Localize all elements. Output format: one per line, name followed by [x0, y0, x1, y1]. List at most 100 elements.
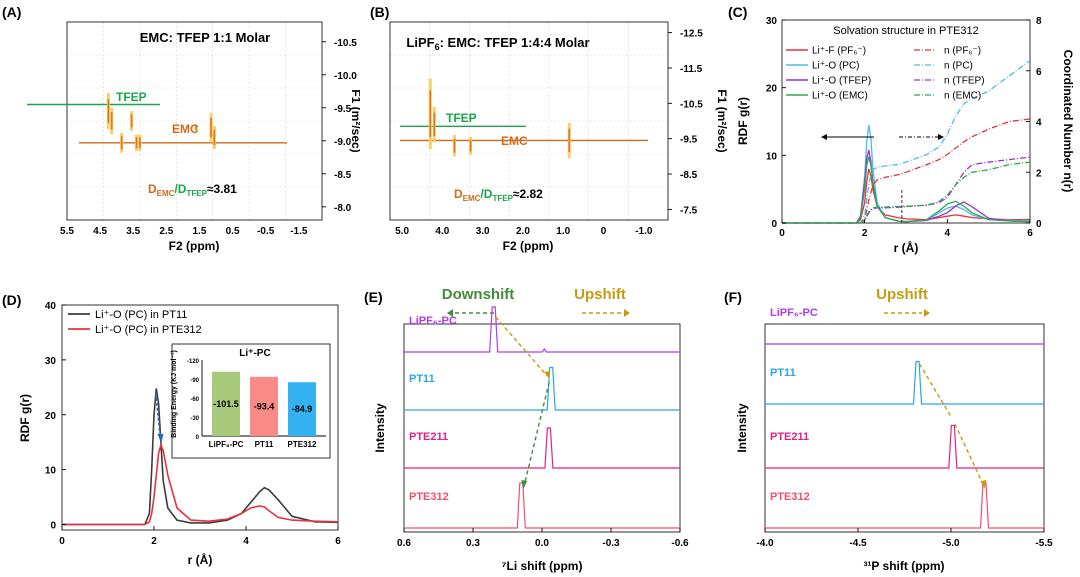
- legend-label: n (EMC): [944, 91, 981, 102]
- upshift-label-f: Upshift: [876, 286, 928, 303]
- panel-a-peaks: [27, 92, 287, 153]
- x-tick-label: 3.5: [126, 226, 140, 237]
- panel-d-inset: 0 -30 -60 -90 -120 -101.5 LiPF₆-PC -93.4 PT11 -84…: [171, 343, 331, 459]
- upshift-connector-1: [918, 363, 953, 419]
- x-tick-label: -1.0: [635, 226, 653, 237]
- x-tick-label: 0: [779, 228, 785, 239]
- legend-label: n (PF₆⁻): [944, 46, 981, 57]
- dosy-peak-core: [130, 114, 133, 128]
- y-tick-label: 20: [766, 84, 778, 95]
- left-arrowhead: [821, 134, 827, 140]
- panel-b: (B) LiPF6: EMC: TFEP 1:4:4 Molar 5.0 4.0 3…: [370, 4, 728, 253]
- panel-a-ratio: DEMC/DTFEP≈3.81: [148, 182, 237, 198]
- inset-y-tick: -90: [190, 378, 199, 384]
- panel-b-grid: [390, 22, 668, 220]
- y-tick-label: -9.5: [680, 135, 698, 146]
- panel-f-label: (F): [724, 289, 742, 305]
- y-tick-label: -9.0: [334, 137, 352, 148]
- panel-d-frame: [61, 304, 339, 531]
- dosy-peak-core: [210, 117, 212, 138]
- inset-category-label: PTE312: [288, 440, 317, 449]
- panel-e-ylabel: Intensity: [373, 403, 387, 453]
- trace-label: PTE312: [770, 491, 810, 503]
- panel-d-label: (D): [2, 292, 21, 308]
- ratio-sub-tfep: TFEP: [186, 189, 207, 198]
- panel-d-legend: Li⁺-O (PC) in PT11 Li⁺-O (PC) in PTE312: [68, 309, 202, 336]
- panel-f-xticks: -4.0 -4.5 -5.0 -5.5: [756, 528, 1053, 549]
- y-tick-label: 20: [45, 411, 57, 422]
- downshift-connector: [523, 381, 550, 486]
- panel-c-ylabel-right: Coordinated Number n(r): [1061, 50, 1075, 193]
- downshift-arrowhead: [447, 309, 453, 317]
- inset-bar-value: -101.5: [213, 399, 239, 409]
- spectrum-trace: [404, 306, 680, 353]
- upshift-connector-head: [980, 480, 987, 489]
- panel-a-yticks: -10.5 -10.0 -9.5 -9.0 -8.5 -8.0: [322, 38, 357, 214]
- dosy-peak-core: [453, 138, 456, 153]
- panel-b-ratio: DEMC/DTFEP≈2.82: [454, 187, 543, 203]
- panel-a-grid: [67, 22, 322, 220]
- dosy-peak-core: [120, 136, 123, 150]
- x-tick-label: 0.3: [466, 538, 480, 549]
- panel-c-lines: [782, 60, 1031, 224]
- x-tick-label: 2: [862, 228, 868, 239]
- y-tick-label: 0: [771, 219, 777, 230]
- series-line-5: [782, 118, 1031, 224]
- y-tick-label: -10.0: [334, 71, 357, 82]
- x-tick-label: 5.5: [60, 226, 74, 237]
- x-tick-label: -5.0: [942, 538, 960, 549]
- y-tick-label: 10: [766, 151, 778, 162]
- rdf-line-2: [62, 442, 339, 526]
- panel-a-tfep-label: TFEP: [116, 90, 147, 104]
- trace-label: PT11: [409, 373, 435, 385]
- inset-category-label: PT11: [255, 440, 274, 449]
- panel-c-xticks: 0 2 4 6: [779, 219, 1033, 239]
- panel-f-ylabel: Intensity: [735, 403, 749, 453]
- x-tick-label: 5.0: [395, 226, 409, 237]
- legend-label: Li⁺-O (PC) in PTE312: [95, 324, 202, 336]
- panel-c-legend: Li⁺-F (PF₆⁻) Li⁺-O (PC) Li⁺-O (TFEP) Li⁺-O …: [786, 46, 985, 102]
- inset-y-tick: -120: [187, 359, 200, 365]
- x-tick-label: 4.0: [435, 226, 449, 237]
- legend-label: n (TFEP): [944, 76, 985, 87]
- x-tick-label: 6: [335, 536, 341, 547]
- y-tick-label: -9.5: [334, 104, 352, 115]
- y-tick-label: -12.5: [680, 29, 703, 40]
- ratio-slash: /D: [174, 182, 186, 196]
- panel-f-xlabel: ³¹P shift (ppm): [863, 559, 944, 573]
- downshift-connector-head: [521, 480, 528, 489]
- upshift-arrowhead-f: [924, 309, 930, 317]
- dosy-peak-core: [110, 112, 113, 130]
- panel-b-yticks: -12.5 -11.5 -10.5 -9.5 -8.5 -7.5: [668, 29, 703, 216]
- inset-bar: [288, 382, 316, 436]
- panel-c-label: (C): [728, 4, 747, 20]
- y-tick-label: -7.5: [680, 205, 698, 216]
- legend-label: Li⁺-O (EMC): [812, 91, 868, 102]
- upshift-connector-head: [544, 371, 551, 379]
- trace-label: PTE211: [770, 431, 809, 443]
- dosy-peak-core: [213, 129, 216, 146]
- rdf-line-1: [62, 388, 339, 526]
- peak-shift-arrowhead: [157, 433, 164, 444]
- spectrum-trace: [765, 360, 1044, 405]
- x-tick-label: 0: [601, 226, 607, 237]
- spectrum-trace: [765, 424, 1044, 469]
- x-tick-label: -5.5: [1035, 538, 1053, 549]
- panel-c-xlabel: r (Å): [894, 240, 919, 255]
- spectrum-trace: [765, 482, 1044, 529]
- x-tick-label: 0: [59, 536, 65, 547]
- inset-title: Li⁺-PC: [239, 348, 270, 359]
- right-arrowhead: [938, 134, 944, 140]
- panel-c: (C) 0 2 4 6 0 10 20 30 0 2 4 6 8 Solvation structu…: [728, 4, 1075, 255]
- y-tick-label: -11.5: [680, 64, 703, 75]
- x-tick-label: -0.3: [602, 538, 620, 549]
- dosy-peak-core: [195, 125, 197, 130]
- x-tick-label: -1.5: [290, 226, 308, 237]
- dosy-peak-core: [429, 90, 432, 138]
- series-line-2: [782, 124, 1031, 224]
- panel-b-emc-label: EMC: [501, 134, 528, 148]
- x-tick-label: 2.0: [516, 226, 530, 237]
- upshift-label: Upshift: [574, 286, 626, 303]
- y-tick-label: -8.0: [334, 203, 352, 214]
